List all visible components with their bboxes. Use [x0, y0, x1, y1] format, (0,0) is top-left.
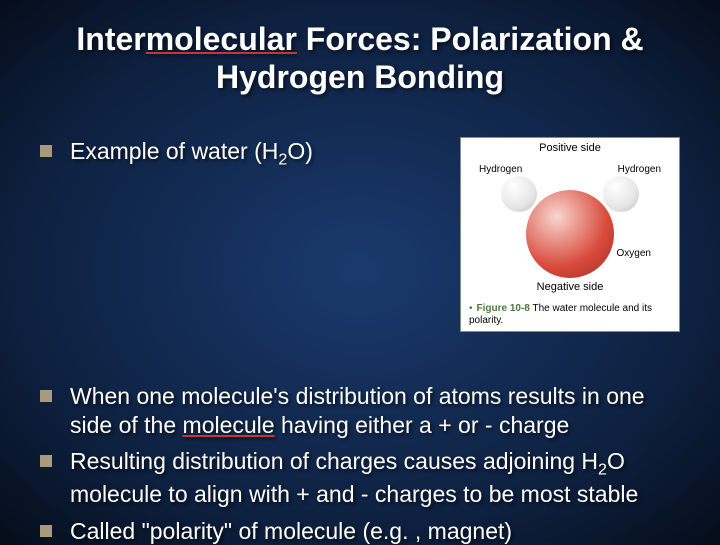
bullet-item: Example of water (H2O) [40, 137, 440, 170]
bullet-text-sub: 2 [598, 461, 607, 479]
bullet-item: Resulting distribution of charges causes… [40, 447, 680, 508]
slide-title: Intermolecular Forces: Polarization & Hy… [40, 20, 680, 97]
bullet-marker-icon [40, 145, 52, 157]
bullet-text-pre: Example of water (H [70, 138, 278, 164]
figure-positive-label: Positive side [461, 142, 679, 154]
figure-caption: •Figure 10-8 The water molecule and its … [469, 303, 675, 327]
first-bullet-row: Example of water (H2O) Positive side Hyd… [40, 137, 680, 332]
bullet-text: Called "polarity" of molecule (e.g. , ma… [70, 517, 512, 545]
bullet-marker-icon [40, 455, 52, 467]
water-molecule-figure: Positive side Hydrogen Hydrogen 105° Oxy… [460, 137, 680, 332]
bullet-text-end: O) [287, 138, 313, 164]
caption-bullet-icon: • [469, 303, 473, 314]
title-prefix: Inter [76, 21, 145, 57]
figure-negative-label: Negative side [461, 281, 679, 293]
hydrogen-atom-icon [603, 176, 639, 212]
bullet-text-underline: molecule [183, 412, 275, 438]
bullet-item: When one molecule's distribution of atom… [40, 382, 680, 440]
title-highlight: molecular [146, 21, 297, 57]
figure-number: Figure 10-8 [477, 303, 530, 314]
bullet-marker-icon [40, 525, 52, 537]
bullet-text-pre: Resulting distribution of charges causes… [70, 448, 598, 474]
hydrogen-atom-icon [501, 176, 537, 212]
slide: Intermolecular Forces: Polarization & Hy… [0, 0, 720, 540]
bullet-text-post: having either a + or - charge [275, 412, 570, 438]
bullet-marker-icon [40, 390, 52, 402]
figure-oxygen-label: Oxygen [617, 248, 651, 259]
bullet-item: Called "polarity" of molecule (e.g. , ma… [40, 517, 680, 545]
bullet-text: Resulting distribution of charges causes… [70, 447, 680, 508]
molecule-diagram: 105° Oxygen [495, 168, 645, 278]
bullet-text-sub: 2 [278, 150, 287, 168]
bullet-text: When one molecule's distribution of atom… [70, 382, 680, 440]
bullet-text: Example of water (H2O) [70, 137, 313, 170]
oxygen-atom-icon [526, 190, 614, 278]
bullet-list: When one molecule's distribution of atom… [40, 382, 680, 545]
